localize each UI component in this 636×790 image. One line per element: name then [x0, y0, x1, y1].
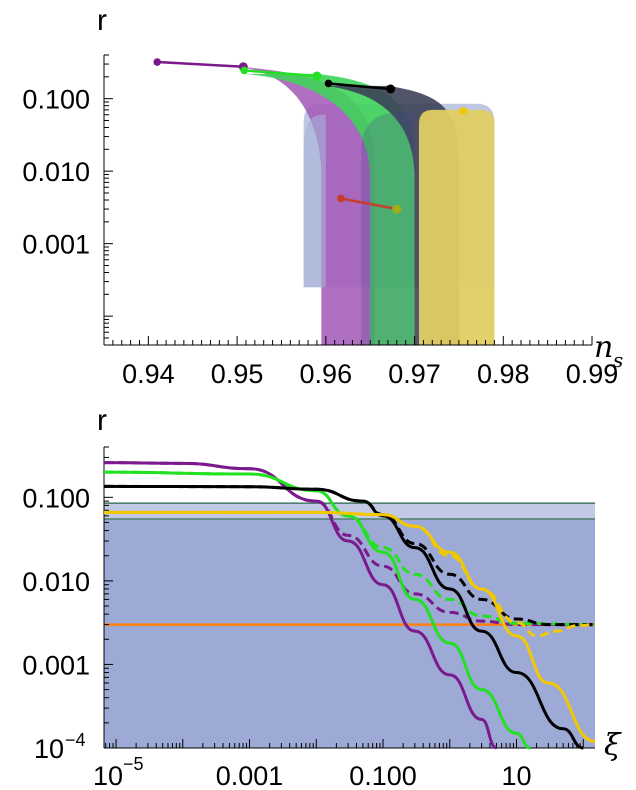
y-tick-exponent: −4 [65, 730, 86, 750]
data-point-black [324, 79, 333, 88]
series-gold-dashed [104, 510, 596, 638]
x-tick-label: 10 [501, 761, 531, 790]
data-point-purple [153, 58, 162, 66]
x-axis-title: n [594, 330, 613, 365]
x-tick-label: 0.100 [349, 761, 417, 790]
y-axis-title: r [97, 4, 107, 37]
series-line-green [244, 69, 318, 78]
contour-inner-overlap [361, 112, 415, 345]
data-point-red [337, 194, 345, 203]
x-axis-title-subscript: s [613, 348, 623, 372]
y-tick-label: 0.001 [22, 230, 90, 260]
data-point-red [392, 204, 402, 214]
y-tick-label: 0.100 [22, 85, 90, 115]
series-black-solid [103, 484, 584, 750]
y-axis-title: r [97, 404, 107, 437]
x-tick-label: 0.96 [300, 359, 353, 389]
data-point-green [240, 66, 248, 75]
series-line-red [340, 197, 398, 211]
shade-band-light [104, 503, 595, 520]
x-tick-label: 10 [93, 761, 123, 790]
x-axis-title: ξ [604, 728, 622, 763]
band-gold [418, 109, 495, 346]
y-tick-label: 0.001 [22, 650, 90, 680]
x-tick-label: 0.97 [388, 359, 441, 389]
x-tick-label: 0.99 [566, 359, 619, 389]
x-tick-label: 0.94 [122, 359, 175, 389]
data-point-green [312, 71, 322, 81]
series-line-purple [157, 60, 244, 69]
y-tick-label: 0.010 [22, 567, 90, 597]
series-purple-dashed [103, 461, 595, 627]
x-tick-label: 0.001 [216, 761, 284, 790]
data-point-black [386, 84, 396, 94]
series-gold-solid [104, 510, 596, 743]
band-purple [241, 67, 375, 345]
series-green-dashed [103, 470, 596, 627]
y-tick-label: 0.100 [22, 483, 90, 513]
contour-blue-left-lobe [303, 114, 326, 288]
y-tick-label: 0.010 [22, 157, 90, 187]
x-tick-label: 0.98 [477, 359, 530, 389]
data-point-gold [459, 106, 468, 115]
band-green [244, 73, 415, 346]
series-line-black [328, 82, 391, 91]
x-tick-label: 0.95 [211, 359, 264, 389]
series-black-dashed [103, 484, 595, 627]
y-tick-label: 10 [34, 734, 64, 764]
x-tick-exponent: −5 [123, 754, 144, 774]
top-panel-ns-r-plot: 0.001 0.010 0.100 0.94 0.95 0.96 0.97 0.98 0.99 r… [22, 4, 623, 389]
